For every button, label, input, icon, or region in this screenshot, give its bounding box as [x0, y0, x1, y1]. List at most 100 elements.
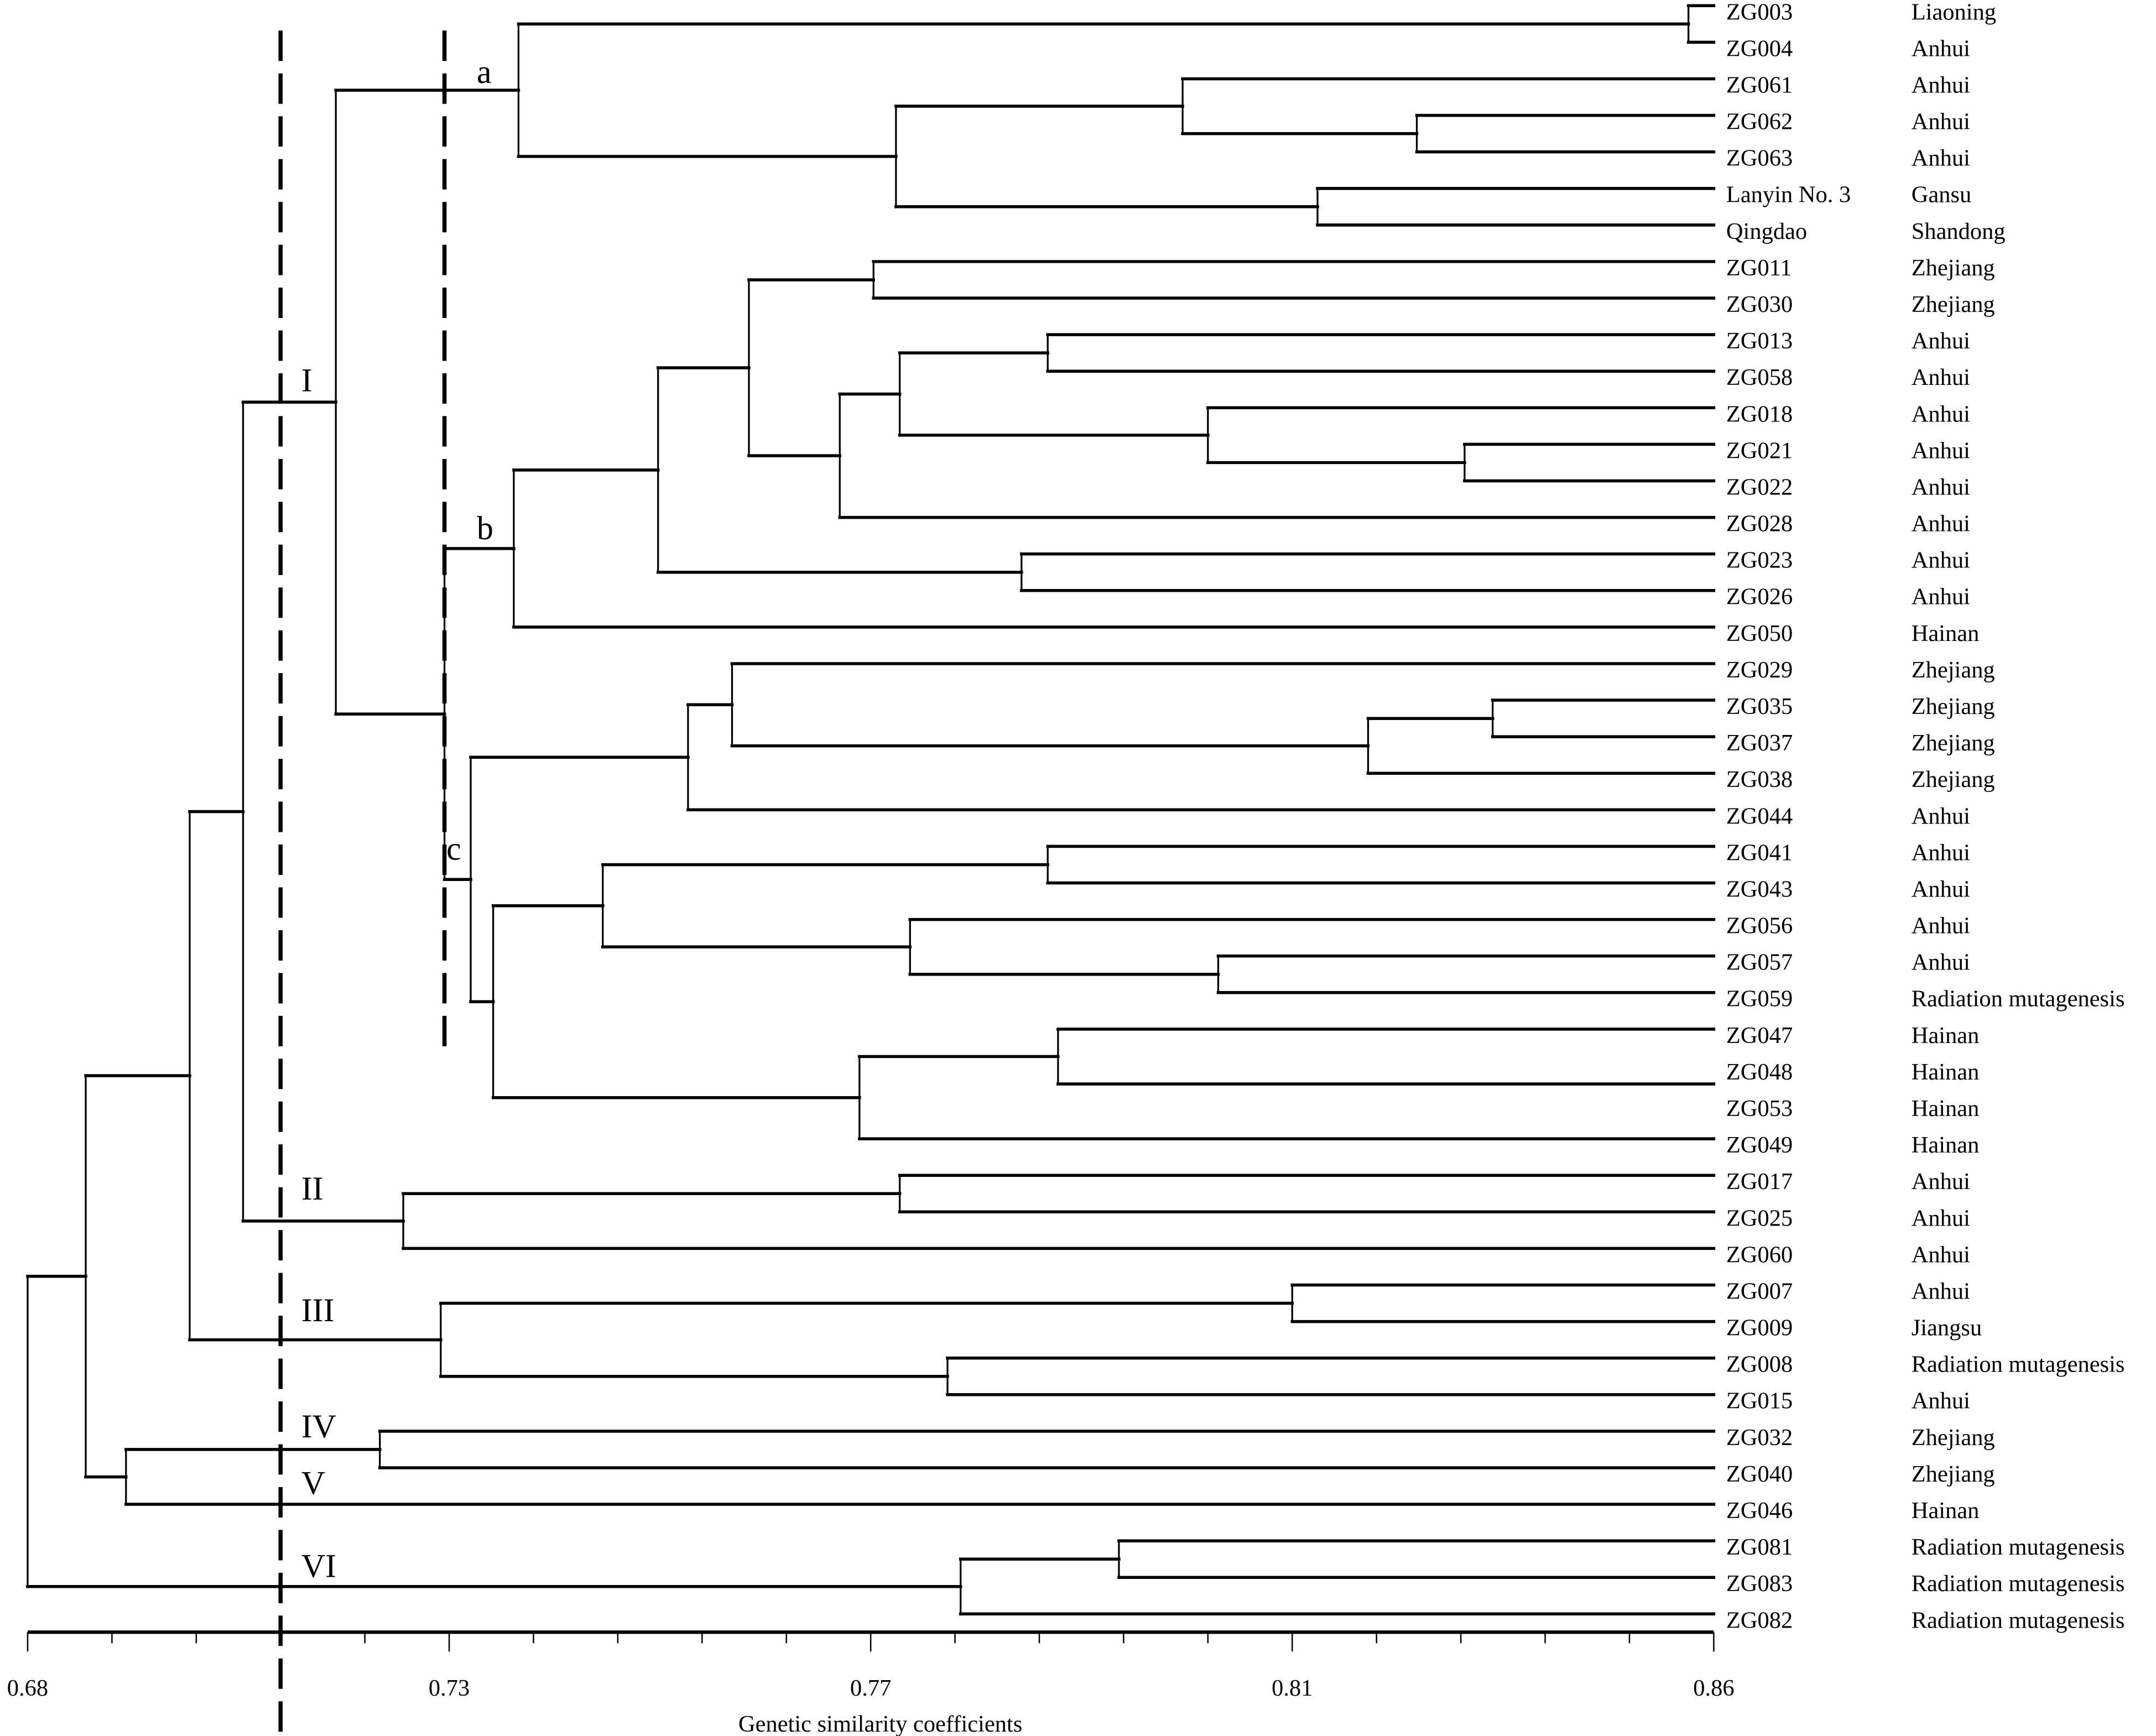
x-axis: 0.68 0.73 0.77 0.81 0.86 [7, 1630, 1735, 1701]
leaf-name: ZG048 [1726, 1059, 1793, 1085]
leaf-origin: Anhui [1912, 1278, 1970, 1304]
leaf-name: ZG015 [1726, 1388, 1793, 1414]
cluster-label-IV: IV [301, 1408, 336, 1445]
leaf-origin: Zhejiang [1912, 1425, 1995, 1451]
leaf-name: ZG083 [1726, 1571, 1793, 1597]
leaf-origin: Anhui [1912, 1388, 1970, 1414]
leaf-origin: Hainan [1912, 1096, 1980, 1122]
leaf-labels: ZG003 Liaoning ZG004 Anhui ZG061 Anhui ZG062 An… [1726, 0, 2125, 1633]
cluster-label-V: V [301, 1464, 325, 1501]
leaf-origin: Zhejiang [1912, 730, 1995, 756]
leaf-name: ZG050 [1726, 621, 1793, 647]
leaf-origin: Zhejiang [1912, 657, 1995, 683]
leaf-name: ZG040 [1726, 1461, 1793, 1487]
leaf-name: ZG063 [1726, 145, 1793, 171]
leaf-origin: Anhui [1912, 876, 1970, 902]
cluster-label-b: b [477, 510, 493, 546]
leaf-name: ZG061 [1726, 72, 1793, 98]
leaf-origin: Anhui [1912, 1205, 1970, 1231]
leaf-origin: Liaoning [1912, 0, 1996, 25]
leaf-name: ZG044 [1726, 803, 1793, 829]
leaf-name: ZG041 [1726, 840, 1793, 866]
leaf-origin: Anhui [1912, 840, 1970, 866]
x-axis-title: Genetic similarity coefficients [738, 1711, 1022, 1736]
leaf-name: ZG035 [1726, 694, 1793, 720]
leaf-origin: Hainan [1912, 1023, 1980, 1049]
leaf-origin: Hainan [1912, 1059, 1980, 1085]
leaf-origin: Radiation mutagenesis [1912, 1607, 2125, 1633]
leaf-name: Qingdao [1726, 218, 1807, 244]
leaf-name: ZG082 [1726, 1607, 1793, 1633]
leaf-origin: Anhui [1912, 145, 1970, 171]
leaf-origin: Anhui [1912, 437, 1970, 463]
cluster-label-a: a [477, 54, 492, 90]
leaf-origin: Anhui [1912, 109, 1970, 135]
leaf-name: ZG046 [1726, 1498, 1793, 1524]
leaf-origin: Anhui [1912, 1169, 1970, 1195]
leaf-origin: Anhui [1912, 72, 1970, 98]
leaf-name: ZG004 [1726, 35, 1793, 61]
leaf-origin: Hainan [1912, 621, 1980, 647]
tick-label: 0.81 [1272, 1675, 1313, 1701]
leaf-name: ZG037 [1726, 730, 1793, 756]
leaf-name: ZG028 [1726, 511, 1793, 537]
tree-branches [26, 4, 1716, 1616]
leaf-origin: Anhui [1912, 803, 1970, 829]
leaf-name: ZG062 [1726, 109, 1793, 135]
leaf-name: ZG013 [1726, 328, 1793, 354]
leaf-name: ZG038 [1726, 767, 1793, 793]
leaf-name: ZG057 [1726, 950, 1793, 976]
tick-label: 0.77 [850, 1675, 891, 1701]
leaf-origin: Anhui [1912, 548, 1970, 574]
cluster-label-I: I [301, 362, 313, 398]
leaf-name: ZG009 [1726, 1315, 1793, 1341]
leaf-name: ZG017 [1726, 1169, 1793, 1195]
leaf-name: ZG008 [1726, 1352, 1793, 1378]
leaf-name: ZG053 [1726, 1096, 1793, 1122]
cluster-label-II: II [301, 1170, 324, 1207]
leaf-origin: Radiation mutagenesis [1912, 1571, 2125, 1597]
leaf-name: ZG029 [1726, 657, 1793, 683]
leaf-name: ZG081 [1726, 1534, 1793, 1560]
leaf-origin: Hainan [1912, 1132, 1980, 1158]
leaf-origin: Zhejiang [1912, 767, 1995, 793]
leaf-name: ZG032 [1726, 1425, 1793, 1451]
leaf-origin: Zhejiang [1912, 1461, 1995, 1487]
leaf-origin: Anhui [1912, 584, 1970, 610]
leaf-origin: Jiangsu [1912, 1315, 1982, 1341]
cluster-label-VI: VI [301, 1547, 336, 1584]
leaf-name: ZG047 [1726, 1023, 1793, 1049]
leaf-name: ZG049 [1726, 1132, 1793, 1158]
leaf-origin: Zhejiang [1912, 255, 1995, 281]
leaf-origin: Radiation mutagenesis [1912, 1534, 2125, 1560]
leaf-origin: Shandong [1912, 218, 2006, 244]
leaf-name: ZG059 [1726, 986, 1793, 1012]
tick-label: 0.73 [429, 1675, 470, 1701]
tick-label: 0.86 [1693, 1675, 1734, 1701]
leaf-origin: Anhui [1912, 1242, 1970, 1268]
leaf-origin: Gansu [1912, 182, 1972, 208]
leaf-name: ZG011 [1726, 255, 1792, 281]
leaf-origin: Anhui [1912, 950, 1970, 976]
leaf-origin: Anhui [1912, 328, 1970, 354]
leaf-origin: Anhui [1912, 401, 1970, 427]
tick-label: 0.68 [7, 1675, 48, 1701]
leaf-name: ZG043 [1726, 876, 1793, 902]
leaf-origin: Anhui [1912, 913, 1970, 939]
leaf-origin: Anhui [1912, 35, 1970, 61]
leaf-name: ZG056 [1726, 913, 1793, 939]
leaf-name: ZG021 [1726, 437, 1793, 463]
leaf-origin: Radiation mutagenesis [1912, 1352, 2125, 1378]
leaf-name: ZG026 [1726, 584, 1793, 610]
leaf-name: ZG030 [1726, 291, 1793, 317]
leaf-name: ZG023 [1726, 548, 1793, 574]
leaf-name: ZG018 [1726, 401, 1793, 427]
cluster-label-c: c [446, 831, 461, 867]
leaf-name: ZG022 [1726, 474, 1793, 500]
leaf-name: Lanyin No. 3 [1726, 182, 1851, 208]
leaf-origin: Hainan [1912, 1498, 1980, 1524]
leaf-origin: Anhui [1912, 364, 1970, 390]
leaf-name: ZG003 [1726, 0, 1793, 25]
